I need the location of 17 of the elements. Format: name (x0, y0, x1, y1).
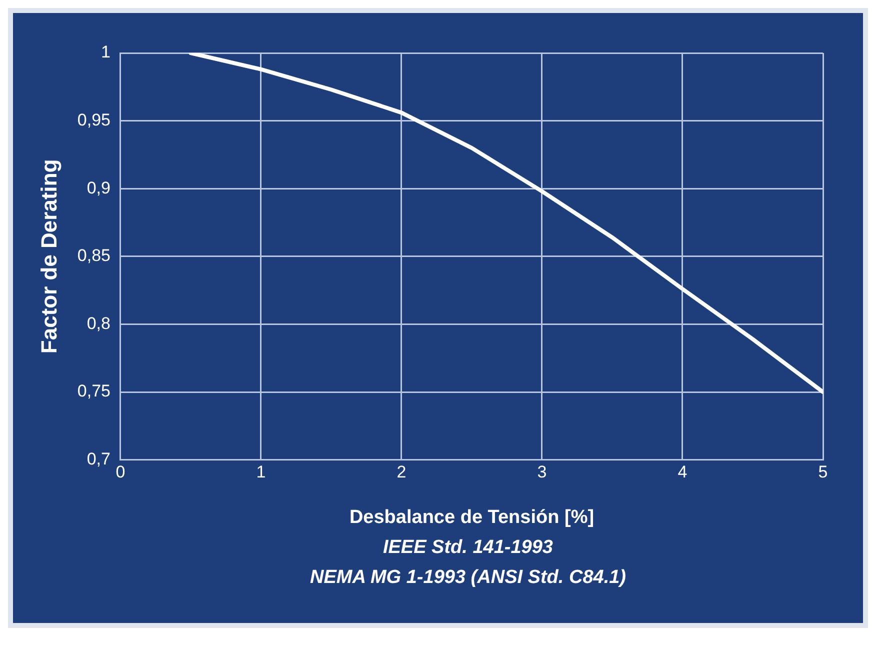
x-tick-label: 5 (818, 462, 828, 482)
y-tick-label: 0,7 (86, 449, 110, 468)
x-tick-label: 1 (256, 462, 266, 482)
y-tick-label: 0,8 (86, 314, 110, 333)
y-tick-label: 0,9 (86, 178, 110, 198)
y-tick-label: 1 (101, 42, 110, 62)
y-axis-title: Factor de Derating (36, 159, 62, 354)
x-tick-label: 4 (678, 462, 688, 482)
text: NEMA MG 1-1993 (ANSI Std. C84.1) (308, 566, 628, 590)
text: IEEE Std. 141-1993 (382, 536, 554, 560)
x-axis-title: Desbalance de Tensión [%] (349, 506, 594, 528)
x-tick-label: 3 (537, 462, 547, 482)
x-tick-label: 0 (116, 462, 126, 482)
x-tick-label: 2 (396, 462, 406, 482)
y-tick-label: 0,95 (77, 110, 110, 130)
y-tick-label: 0,75 (77, 382, 110, 401)
y-tick-label: 0,85 (77, 246, 110, 266)
